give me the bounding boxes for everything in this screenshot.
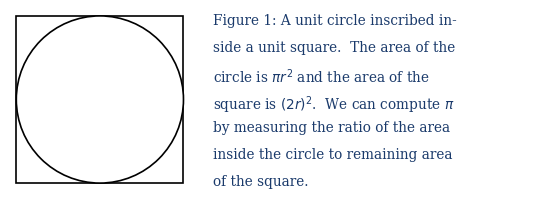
Text: side a unit square.  The area of the: side a unit square. The area of the (213, 41, 456, 55)
Bar (16, 16, 184, 183)
Text: inside the circle to remaining area: inside the circle to remaining area (213, 148, 453, 162)
Text: by measuring the ratio of the area: by measuring the ratio of the area (213, 121, 450, 135)
Text: square is $(2r)^2$.  We can compute $\pi$: square is $(2r)^2$. We can compute $\pi$ (213, 95, 455, 116)
Text: Figure 1: A unit circle inscribed in-: Figure 1: A unit circle inscribed in- (213, 14, 457, 28)
Text: of the square.: of the square. (213, 175, 309, 189)
Text: circle is $\pi r^2$ and the area of the: circle is $\pi r^2$ and the area of the (213, 68, 430, 86)
Circle shape (16, 16, 184, 183)
